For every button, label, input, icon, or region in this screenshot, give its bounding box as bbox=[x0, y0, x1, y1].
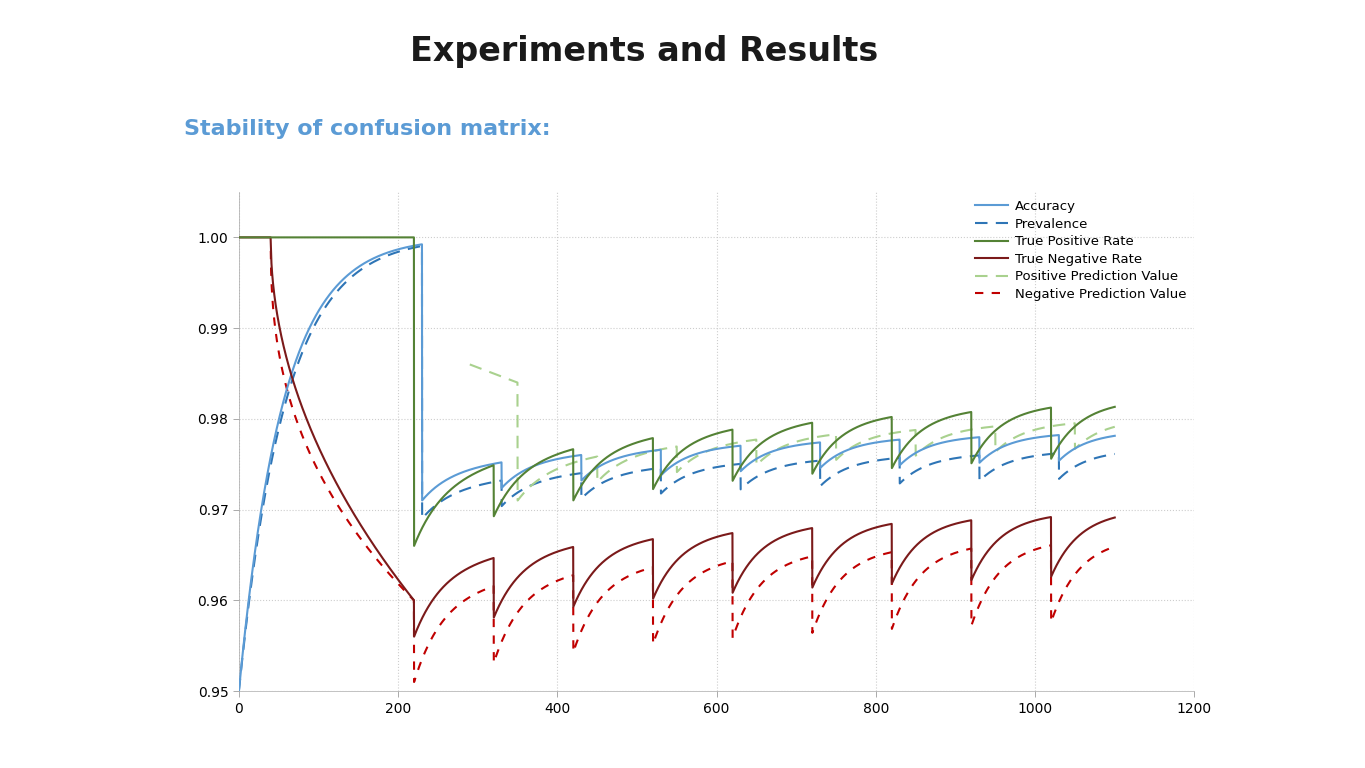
Text: Stability of confusion matrix:: Stability of confusion matrix: bbox=[184, 119, 551, 139]
Text: Experiments and Results: Experiments and Results bbox=[410, 35, 878, 68]
Legend: Accuracy, Prevalence, True Positive Rate, True Negative Rate, Positive Predictio: Accuracy, Prevalence, True Positive Rate… bbox=[971, 194, 1192, 306]
